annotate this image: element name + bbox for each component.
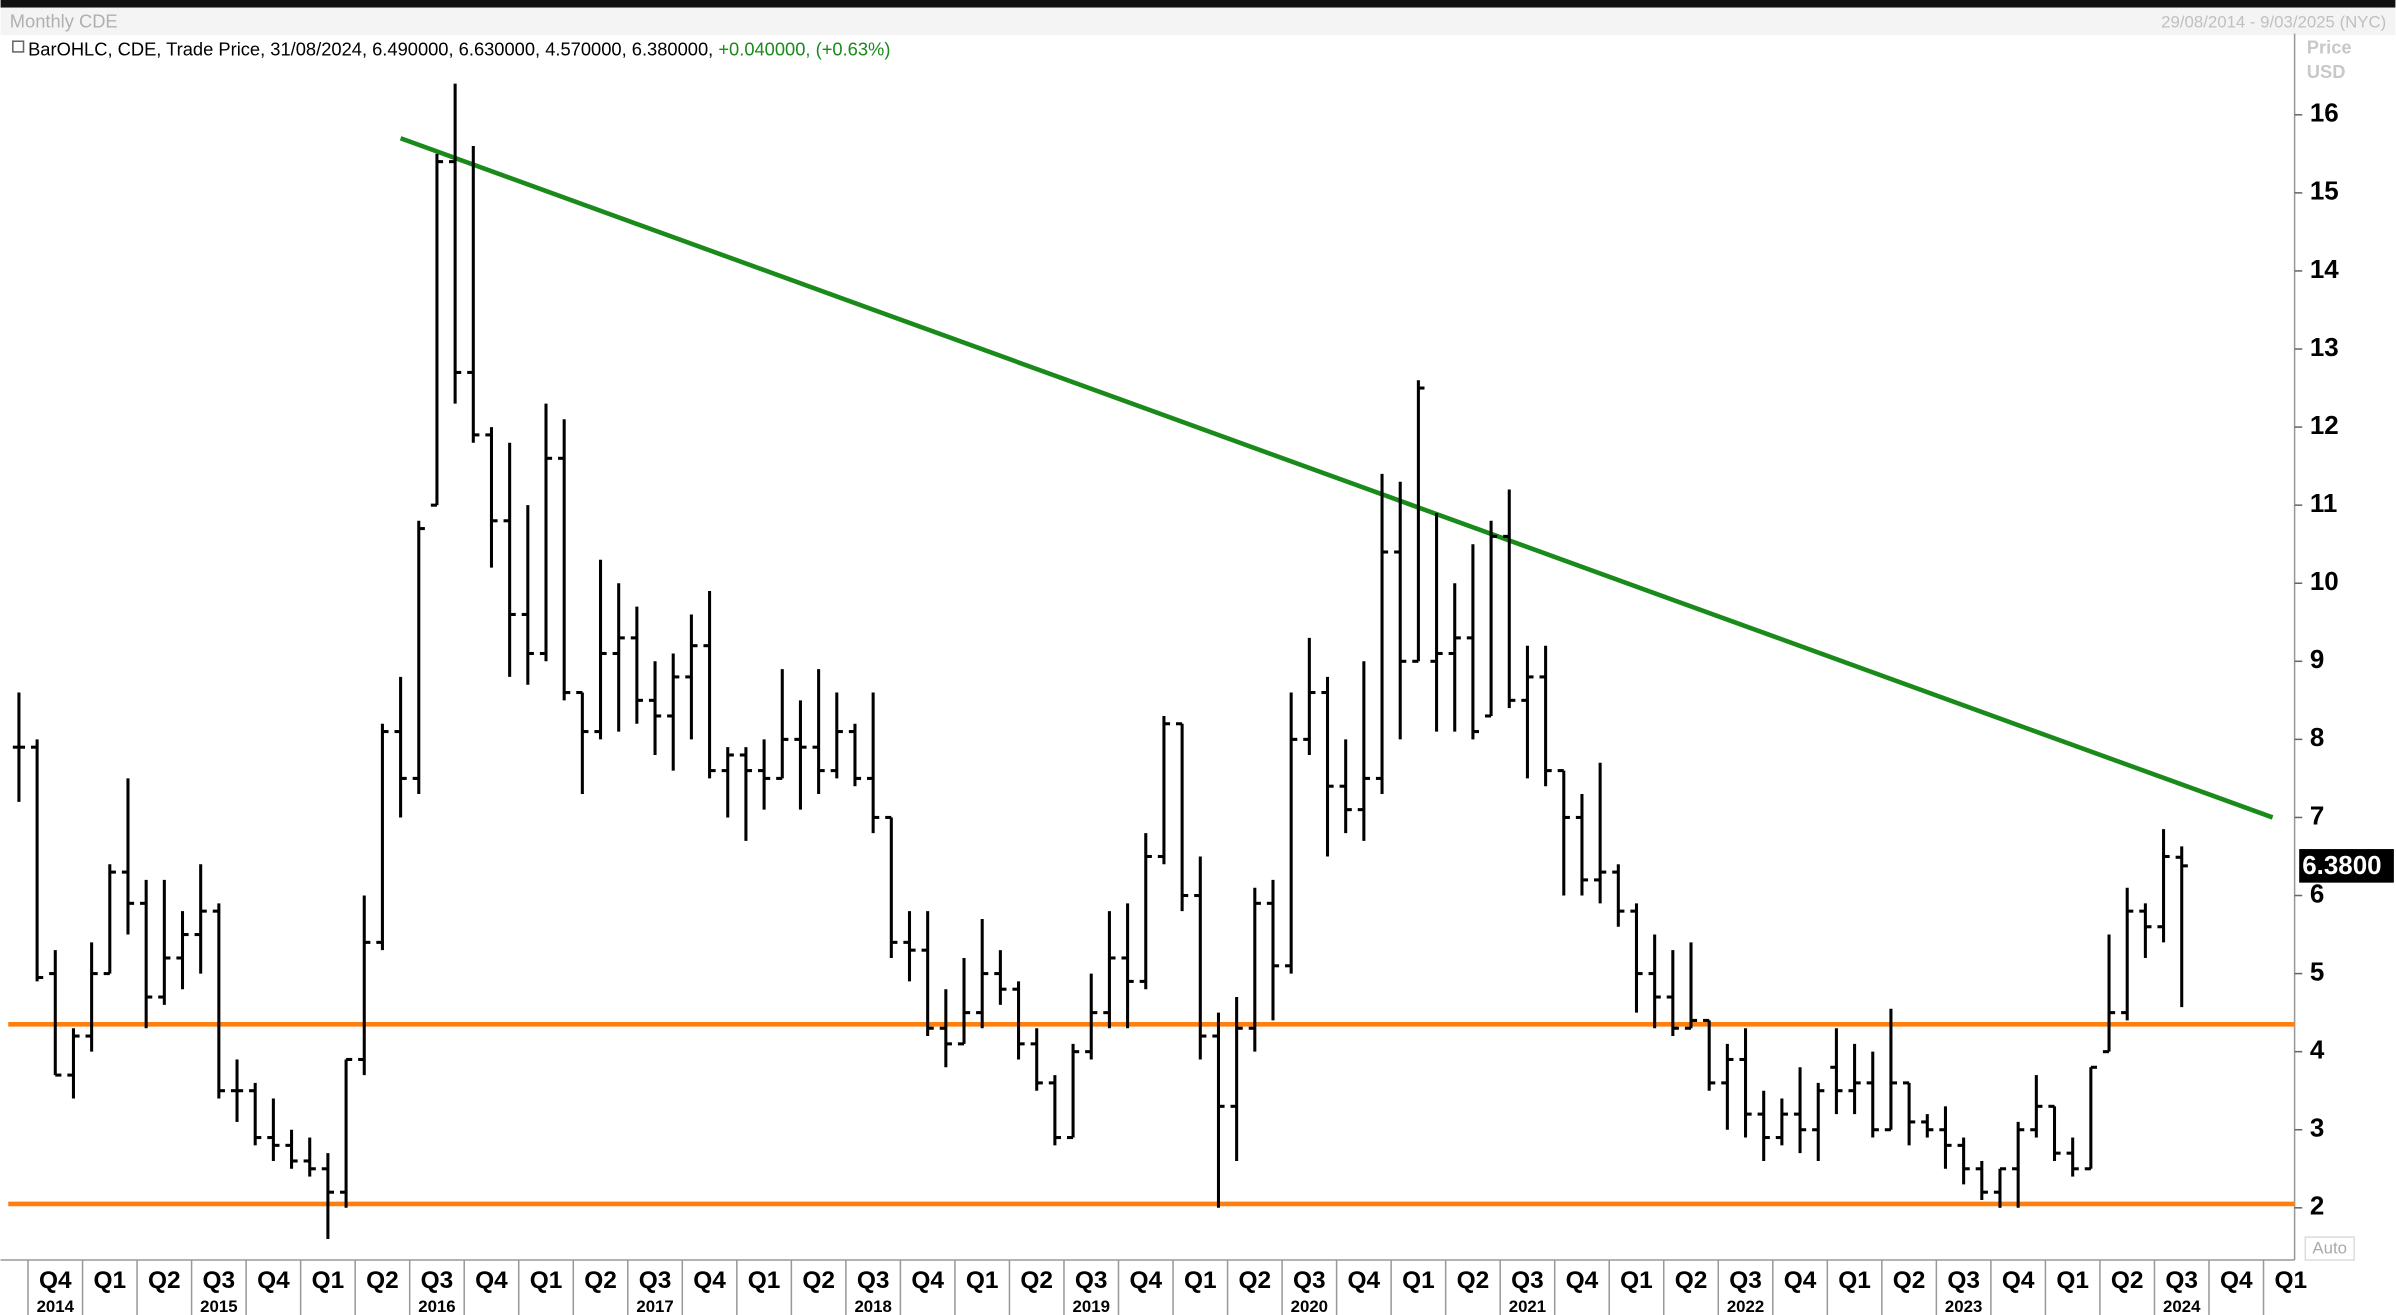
x-tick-label: Q4 xyxy=(911,1267,944,1294)
top-bar xyxy=(0,0,2396,8)
x-tick-label: Q3 xyxy=(1075,1267,1108,1294)
y-tick-label: 6 xyxy=(2310,878,2324,908)
date-range: 29/08/2014 - 9/03/2025 (NYC) xyxy=(2161,12,2386,31)
x-tick-label: Q3 xyxy=(857,1267,890,1294)
x-tick-label: Q1 xyxy=(748,1267,781,1294)
y-tick-label: 3 xyxy=(2310,1113,2324,1143)
chart-title: Monthly CDE xyxy=(10,11,118,32)
x-tick-label: Q4 xyxy=(1129,1267,1162,1294)
legend-text: BarOHLC, CDE, Trade Price, 31/08/2024, 6… xyxy=(28,38,890,59)
x-tick-label: Q3 xyxy=(1511,1267,1544,1294)
x-tick-label: Q1 xyxy=(312,1267,345,1294)
year-label: 2017 xyxy=(636,1297,673,1315)
x-tick-label: Q4 xyxy=(475,1267,508,1294)
year-label: 2023 xyxy=(1945,1297,1982,1315)
year-label: 2016 xyxy=(418,1297,455,1315)
legend-main: BarOHLC, CDE, Trade Price, 31/08/2024, 6… xyxy=(28,38,713,59)
x-tick-label: Q4 xyxy=(257,1267,290,1294)
x-tick-label: Q3 xyxy=(2165,1267,2198,1294)
x-tick-label: Q4 xyxy=(1348,1267,1381,1294)
x-tick-label: Q4 xyxy=(1566,1267,1599,1294)
y-tick-label: 8 xyxy=(2310,722,2324,752)
x-tick-label: Q3 xyxy=(639,1267,672,1294)
x-tick-label: Q4 xyxy=(39,1267,72,1294)
y-axis-label: Price xyxy=(2307,37,2352,58)
scale-mode-box xyxy=(2304,1236,2355,1261)
x-tick-label: Q3 xyxy=(1729,1267,1762,1294)
y-tick-label: 12 xyxy=(2310,410,2339,440)
year-label: 2019 xyxy=(1073,1297,1110,1315)
x-tick-label: Q1 xyxy=(2056,1267,2089,1294)
y-tick-label: 2 xyxy=(2310,1191,2324,1221)
y-tick-label: 13 xyxy=(2310,332,2339,362)
legend-icon xyxy=(12,40,25,53)
year-label: 2018 xyxy=(854,1297,891,1315)
x-tick-label: Q1 xyxy=(1402,1267,1435,1294)
x-tick-label: Q4 xyxy=(2002,1267,2035,1294)
legend-change: +0.040000, (+0.63%) xyxy=(718,38,890,59)
x-tick-label: Q3 xyxy=(421,1267,454,1294)
year-label: 2024 xyxy=(2163,1297,2201,1315)
x-tick-label: Q1 xyxy=(1620,1267,1653,1294)
x-tick-label: Q1 xyxy=(94,1267,127,1294)
y-tick-label: 11 xyxy=(2310,488,2337,518)
y-tick-label: 14 xyxy=(2310,254,2339,284)
y-tick-label: 9 xyxy=(2310,644,2324,674)
x-tick-label: Q2 xyxy=(1893,1267,1926,1294)
year-label: 2020 xyxy=(1291,1297,1328,1315)
x-tick-label: Q1 xyxy=(1838,1267,1871,1294)
y-tick-label: 10 xyxy=(2310,566,2339,596)
x-tick-label: Q2 xyxy=(1239,1267,1272,1294)
year-label: 2022 xyxy=(1727,1297,1764,1315)
x-tick-label: Q3 xyxy=(1293,1267,1326,1294)
x-tick-label: Q2 xyxy=(1020,1267,1053,1294)
x-tick-label: Q4 xyxy=(693,1267,726,1294)
x-tick-label: Q2 xyxy=(1675,1267,1708,1294)
y-tick-label: 4 xyxy=(2310,1035,2325,1065)
x-tick-label: Q3 xyxy=(1947,1267,1980,1294)
x-tick-label: Q2 xyxy=(584,1267,617,1294)
x-tick-label: Q2 xyxy=(1457,1267,1490,1294)
last-price-label: 6.3800 xyxy=(2302,850,2381,880)
x-tick-label: Q3 xyxy=(203,1267,236,1294)
y-tick-label: 5 xyxy=(2310,956,2324,986)
y-tick-label: 7 xyxy=(2310,800,2324,830)
x-tick-label: Q2 xyxy=(366,1267,399,1294)
year-label: 2014 xyxy=(37,1297,75,1315)
x-tick-label: Q4 xyxy=(1784,1267,1817,1294)
x-tick-label: Q1 xyxy=(966,1267,999,1294)
x-tick-label: Q2 xyxy=(802,1267,835,1294)
x-tick-label: Q1 xyxy=(530,1267,563,1294)
y-tick-label: 15 xyxy=(2310,176,2339,206)
x-tick-label: Q1 xyxy=(2274,1267,2307,1294)
x-tick-label: Q2 xyxy=(2111,1267,2144,1294)
x-tick-label: Q2 xyxy=(148,1267,181,1294)
y-tick-label: 16 xyxy=(2310,98,2339,128)
year-label: 2015 xyxy=(200,1297,237,1315)
trend-line xyxy=(399,136,2274,820)
scale-mode: Auto xyxy=(2312,1239,2347,1258)
y-axis-label: USD xyxy=(2307,61,2346,82)
header xyxy=(0,7,2396,36)
x-tick-label: Q1 xyxy=(1184,1267,1217,1294)
last-price-box xyxy=(2299,849,2394,883)
year-label: 2021 xyxy=(1509,1297,1546,1315)
x-tick-label: Q4 xyxy=(2220,1267,2253,1294)
